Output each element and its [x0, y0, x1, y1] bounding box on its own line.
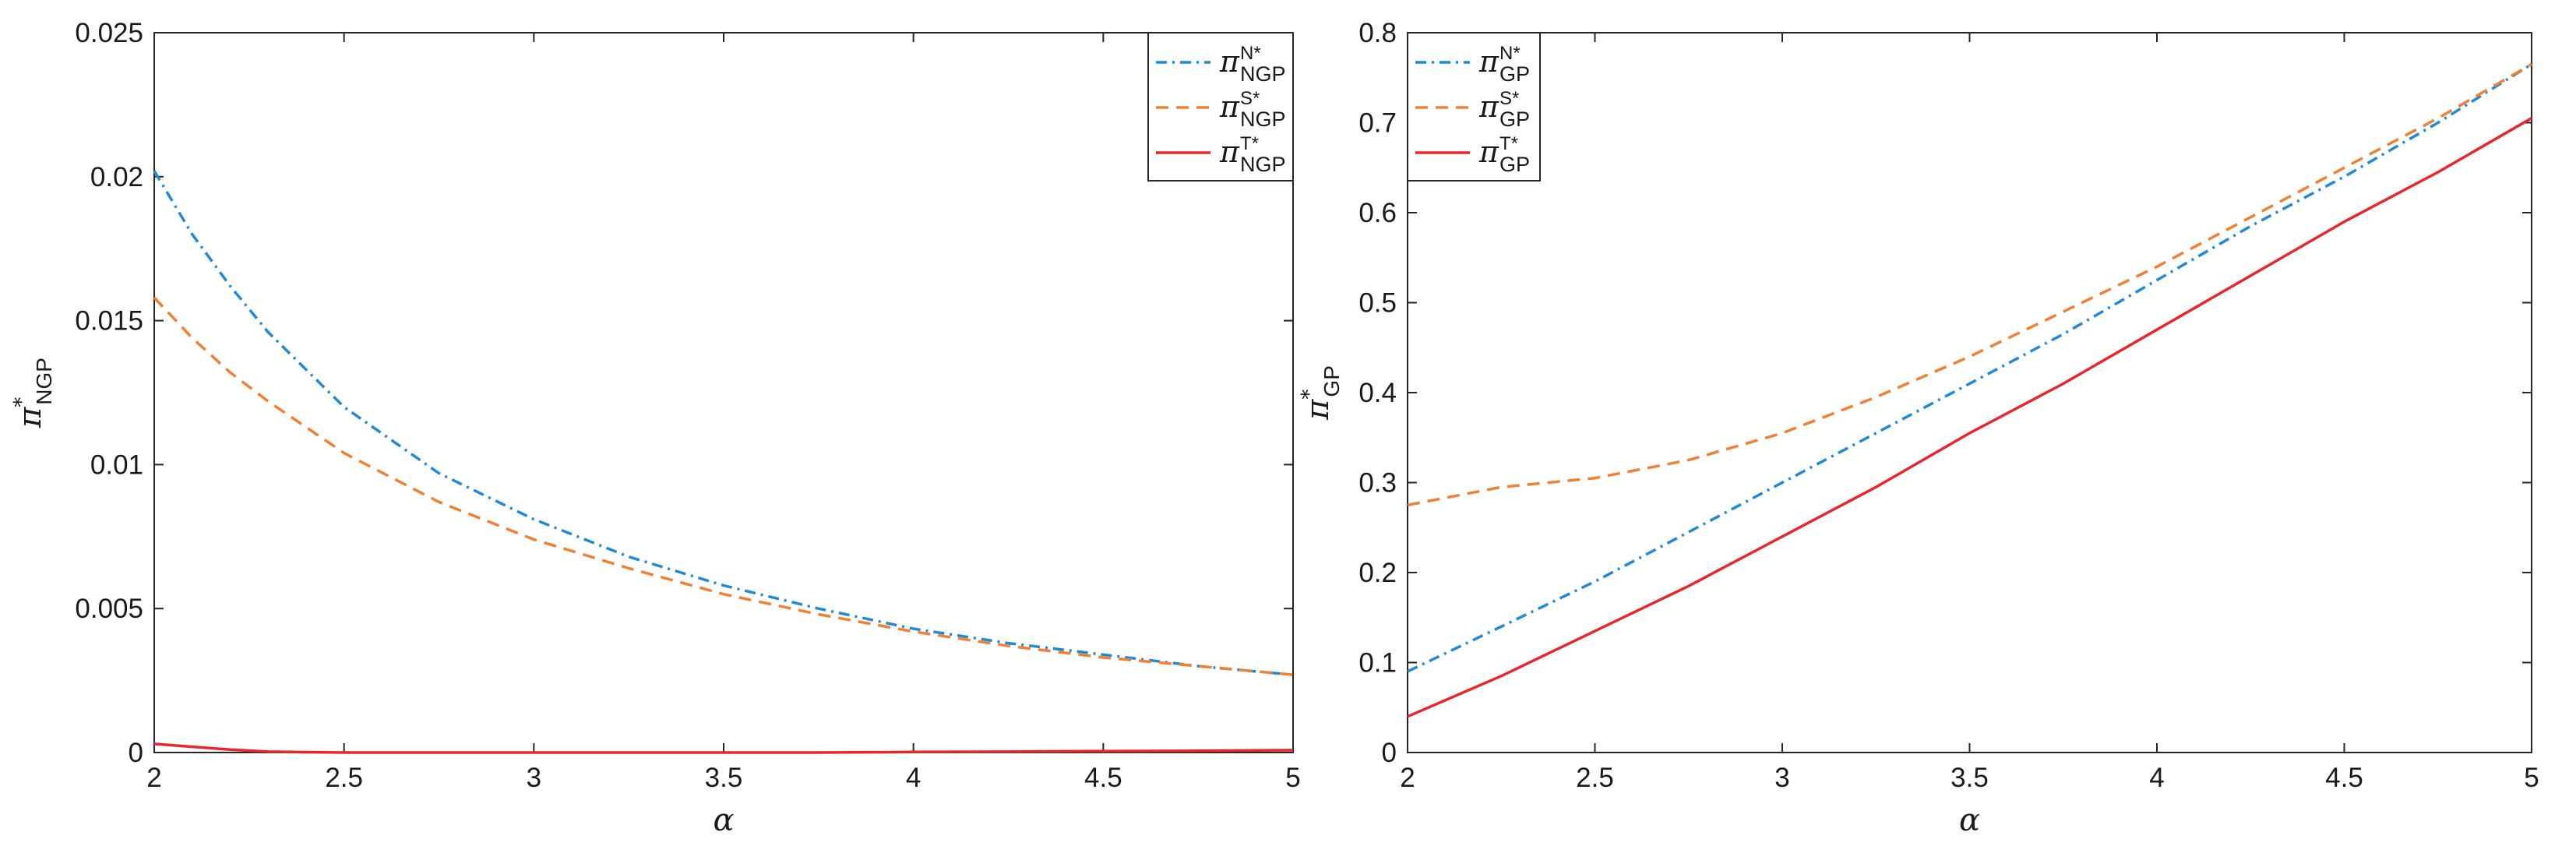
y-tick-label: 0.025 [75, 18, 143, 48]
series-line-1 [153, 170, 1294, 676]
y-axis-label-text: π*GP [1298, 365, 1344, 421]
x-axis-label: α [713, 802, 734, 838]
legend-label-main: π [1478, 135, 1499, 169]
plot-frame [1407, 32, 2532, 753]
x-tick-label: 4.5 [2325, 763, 2363, 793]
legend-label-sub: GP [1499, 62, 1530, 86]
chart-panel-2: 2 2.5 3 3.5 4 4.5 5 0 0.1 0.2 0.3 0.4 0.5 0.6 0.7 0.8 α π… [1298, 18, 2539, 838]
legend-label-main: π [1219, 135, 1240, 169]
x-tick-label: 3 [527, 763, 541, 793]
chart-panel-1: 2 2.5 3 3.5 4 4.5 500.0050.010.0150.020.025απ*… [10, 18, 1301, 838]
x-tick-label: 2 [146, 763, 161, 793]
x-tick-label: 4 [906, 763, 921, 793]
y-tick-label: 0.8 [1358, 18, 1397, 48]
legend-label-main: π [1478, 90, 1499, 124]
series-line-1 [1407, 62, 2532, 673]
x-tick-label: 2.5 [1576, 763, 1614, 793]
x-tick-label: 5 [1285, 763, 1300, 793]
x-tick-label: 4 [2149, 763, 2164, 793]
x-tick-label: 3 [1774, 763, 1789, 793]
legend-label-main: π [1478, 44, 1499, 79]
x-tick-label: 2 [1400, 763, 1415, 793]
y-axis-label: π*GP [1298, 365, 1344, 421]
legend-box [1407, 32, 1541, 182]
y-tick-label: 0.4 [1358, 378, 1397, 408]
legend-label-sup: S* [1499, 88, 1519, 109]
series-line-2 [1407, 62, 2532, 507]
legend-label-sub: NGP [1240, 62, 1286, 86]
y-tick-label: 0 [1382, 738, 1397, 768]
x-tick-label: 3.5 [705, 763, 743, 793]
y-tick-label: 0.7 [1358, 108, 1397, 139]
y-tick-label: 0.2 [1358, 558, 1397, 588]
y-axis-label-sup: * [1298, 390, 1321, 400]
legend-label-sup: N* [1499, 43, 1521, 64]
legend-label-sup: N* [1240, 43, 1261, 64]
series-line-3 [153, 742, 1294, 754]
series-line-2 [153, 296, 1294, 676]
y-tick-label: 0 [129, 738, 143, 768]
x-tick-label: 3.5 [1951, 763, 1989, 793]
y-tick-label: 0.005 [75, 594, 143, 624]
x-tick-label: 4.5 [1084, 763, 1122, 793]
legend-label-main: π [1219, 44, 1240, 79]
legend-box [1147, 32, 1294, 182]
series-line-3 [1407, 117, 2532, 718]
y-tick-label: 0.5 [1358, 288, 1397, 319]
y-axis-label-text: π*NGP [10, 358, 56, 428]
legend-label-sub: NGP [1240, 108, 1286, 131]
y-tick-label: 0.01 [90, 449, 143, 480]
legend-label-sub: NGP [1240, 153, 1286, 176]
x-axis-label: α [1959, 802, 1980, 838]
x-tick-label: 5 [2524, 763, 2539, 793]
plot-frame [153, 32, 1294, 753]
legend-label-sup: T* [1499, 133, 1518, 154]
y-tick-label: 0.02 [90, 162, 143, 192]
legend-label-sup: T* [1240, 133, 1259, 154]
legend-label-main: π [1219, 90, 1240, 124]
y-tick-label: 0.1 [1358, 648, 1397, 679]
y-axis-label: π*NGP [10, 358, 56, 428]
y-tick-label: 0.015 [75, 306, 143, 337]
x-tick-label: 2.5 [325, 763, 363, 793]
y-axis-label-sub: NGP [32, 358, 56, 405]
y-tick-label: 0.6 [1358, 198, 1397, 228]
legend-label-sub: GP [1499, 153, 1530, 176]
legend-label-sup: S* [1240, 88, 1260, 109]
y-axis-label-sup: * [10, 397, 33, 407]
y-tick-label: 0.3 [1358, 468, 1397, 499]
y-axis-label-main: π [12, 407, 48, 428]
y-axis-label-sub: GP [1320, 365, 1344, 397]
y-axis-label-main: π [1300, 399, 1336, 421]
legend-label-sub: GP [1499, 108, 1530, 131]
legend: π N*GPπ S*GPπ T*GP [1407, 32, 1541, 182]
